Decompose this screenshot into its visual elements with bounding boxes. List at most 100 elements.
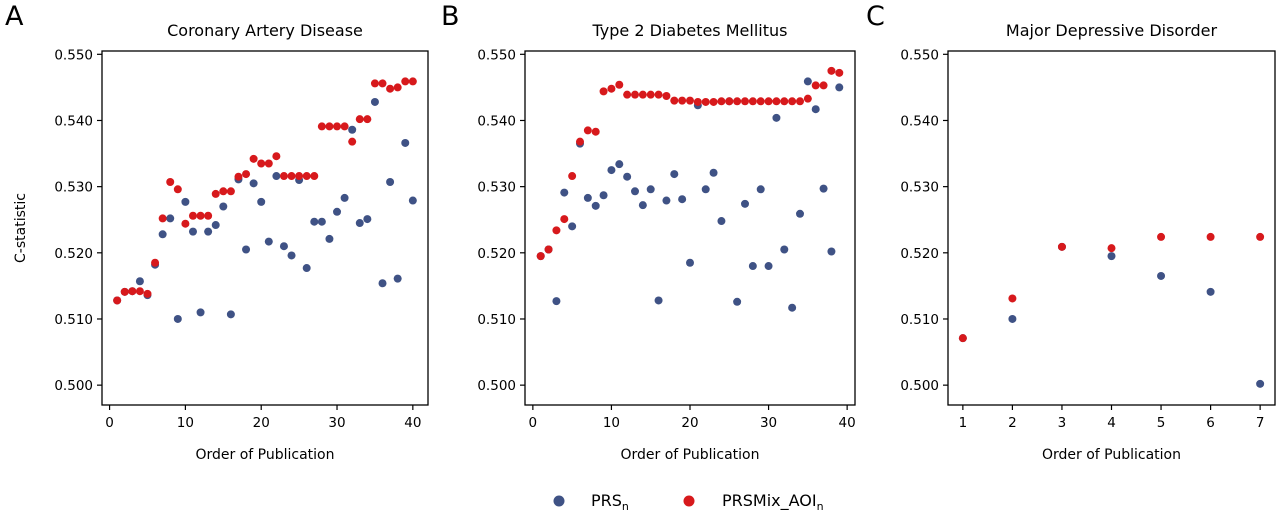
prs-point xyxy=(1107,252,1116,261)
prsmix-point xyxy=(287,172,296,181)
y-tick-label: 0.550 xyxy=(54,47,93,63)
x-tick-label: 10 xyxy=(177,415,194,431)
prsmix-point xyxy=(693,97,702,106)
prsmix-point xyxy=(325,122,334,131)
panel-letter: C xyxy=(866,1,885,32)
prsmix-point xyxy=(257,159,266,168)
y-tick-label: 0.500 xyxy=(54,378,93,394)
panel-letter: B xyxy=(441,1,460,32)
prsmix-point xyxy=(393,83,402,92)
prsmix-point xyxy=(568,172,577,181)
prsmix-point xyxy=(272,152,281,161)
prsmix-point xyxy=(811,81,820,90)
prs-point xyxy=(173,314,182,323)
prsmix-point xyxy=(662,91,671,100)
prsmix-point xyxy=(401,77,410,86)
prs-point xyxy=(811,105,820,114)
prs-point xyxy=(748,262,757,271)
prs-point xyxy=(591,201,600,210)
prsmix-point xyxy=(151,258,160,267)
prs-point xyxy=(181,197,190,206)
prsmix-point xyxy=(302,172,311,181)
prsmix-point xyxy=(408,77,417,86)
prs-point xyxy=(686,258,694,267)
legend: PRSn PRSMix_AOIn xyxy=(553,491,824,510)
x-tick-label: 40 xyxy=(404,415,421,431)
chart-title: Coronary Artery Disease xyxy=(167,21,363,40)
prs-point xyxy=(166,214,175,223)
prs-point xyxy=(1256,379,1265,388)
plot-frame xyxy=(947,50,1276,406)
x-tick-label: 20 xyxy=(681,415,698,431)
x-tick-label: 3 xyxy=(1058,415,1067,431)
prs-point xyxy=(803,77,812,86)
y-axis-label: C-statistic xyxy=(13,193,29,263)
x-tick-label: 40 xyxy=(839,415,856,431)
prsmix-point xyxy=(113,296,122,305)
prs-point xyxy=(583,193,592,202)
prs-point xyxy=(733,297,742,306)
prsmix-point xyxy=(181,219,190,228)
series-prsmix xyxy=(958,232,1265,343)
prsmix-point xyxy=(279,172,288,181)
prs-point xyxy=(654,296,663,305)
y-tick-label: 0.510 xyxy=(477,312,516,328)
prs-point xyxy=(287,251,296,260)
prsmix-point xyxy=(1057,242,1066,251)
prsmix-point xyxy=(211,189,220,198)
prsmix-point xyxy=(958,334,967,343)
prsmix-point xyxy=(143,289,152,298)
prsmix-point xyxy=(158,214,167,223)
series-prs xyxy=(536,77,844,312)
prs-point xyxy=(340,193,349,202)
x-tick-label: 30 xyxy=(328,415,345,431)
chart-title: Major Depressive Disorder xyxy=(1006,21,1218,40)
prs-point xyxy=(678,195,687,204)
prsmix-point xyxy=(204,211,213,220)
y-tick-label: 0.510 xyxy=(54,312,93,328)
prs-point xyxy=(819,184,828,193)
prs-point xyxy=(623,172,632,181)
prsmix-point xyxy=(686,96,694,105)
prs-point xyxy=(370,97,379,106)
prsmix-point xyxy=(576,137,584,146)
prsmix-point xyxy=(741,97,749,106)
prsmix-point xyxy=(670,96,679,105)
prs-point xyxy=(615,160,624,169)
prsmix-point xyxy=(599,87,608,96)
y-tick-label: 0.530 xyxy=(900,180,939,196)
prs-point xyxy=(279,242,288,251)
prsmix-point xyxy=(615,80,624,89)
panel-coronary-artery-disease: 0.500 0.510 0.520 0.530 0.540 0.550 0 10 20 30 40 C… xyxy=(5,1,429,463)
prsmix-point xyxy=(355,115,364,124)
prs-point xyxy=(355,219,364,228)
prs-point xyxy=(272,172,281,181)
legend-label-prsmix-main: PRSMix_AOI xyxy=(722,491,817,510)
panel-letter: A xyxy=(5,1,24,32)
prsmix-point xyxy=(166,178,175,187)
x-tick-label: 20 xyxy=(253,415,270,431)
prsmix-point xyxy=(607,84,616,93)
prsmix-point xyxy=(827,66,836,75)
prsmix-point xyxy=(796,97,804,106)
prsmix-point xyxy=(363,115,372,124)
y-tick-label: 0.530 xyxy=(477,180,516,196)
y-tick-label: 0.520 xyxy=(54,246,93,262)
prsmix-point xyxy=(234,172,243,181)
x-tick-label: 4 xyxy=(1107,415,1116,431)
x-tick-label: 5 xyxy=(1157,415,1166,431)
panel-type-2-diabetes-mellitus: 0.500 0.510 0.520 0.530 0.540 0.550 0 10 20 30 40 T… xyxy=(441,1,856,463)
legend-marker-prs xyxy=(553,495,565,507)
x-axis-label: Order of Publication xyxy=(1042,447,1181,463)
prsmix-point xyxy=(756,97,765,106)
legend-label-prs-main: PRS xyxy=(591,491,622,510)
prsmix-point xyxy=(764,97,773,106)
prs-point xyxy=(764,262,773,271)
prs-point xyxy=(264,237,273,246)
prsmix-point xyxy=(638,90,647,99)
prs-point xyxy=(226,310,235,319)
prs-point xyxy=(211,221,220,230)
prs-point xyxy=(741,199,749,208)
prs-point xyxy=(701,185,710,194)
